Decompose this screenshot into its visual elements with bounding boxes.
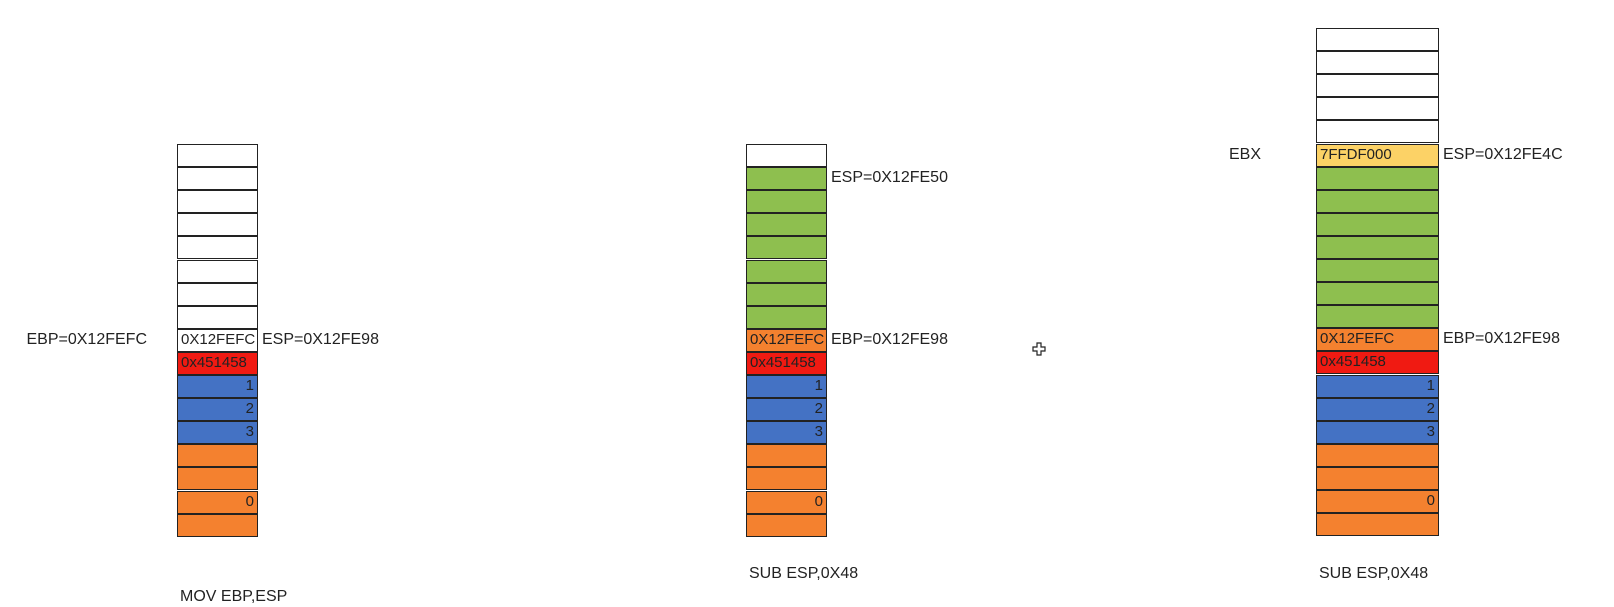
stack-cell	[746, 467, 827, 491]
register-label-left: EBX	[1228, 145, 1261, 163]
stack-caption: MOV EBP,ESP	[180, 588, 288, 605]
stack-diagram-mov-ebp-esp: 0X12FEFC 0x451458 1 2 3 0	[177, 144, 258, 539]
stack-cell	[746, 144, 827, 167]
stack-cell	[1316, 513, 1439, 537]
stack-cell	[177, 513, 258, 537]
stack-cell: 7FFDF000	[1316, 143, 1439, 167]
stack-cell	[746, 213, 827, 237]
stack-cell	[746, 444, 827, 468]
stack-cell	[1316, 259, 1439, 282]
stack-cell	[177, 213, 258, 237]
stack-cell	[177, 144, 258, 167]
stack-cell: 0	[746, 490, 827, 514]
stack-cell	[177, 167, 258, 191]
stack-cell: 2	[746, 398, 827, 422]
stack-cell	[177, 444, 258, 468]
move-cursor-icon	[1032, 342, 1046, 356]
stack-cell	[177, 305, 258, 329]
stack-cell	[1316, 120, 1439, 144]
stack-cell	[1316, 97, 1439, 121]
register-label-right: EBP=0X12FE98	[831, 330, 948, 348]
stack-cell	[177, 259, 258, 283]
stack-cell	[1316, 282, 1439, 306]
stack-cell	[1316, 51, 1439, 75]
stack-cell	[746, 282, 827, 306]
stack-cell: 3	[1316, 420, 1439, 444]
stack-cell: 0X12FEFC	[746, 328, 827, 352]
stack-cell: 0	[177, 490, 258, 514]
stack-cell	[1316, 28, 1439, 51]
stack-cell	[746, 167, 827, 191]
stack-caption: SUB ESP,0X48	[749, 565, 859, 582]
stack-cell	[177, 282, 258, 306]
stack-cell: 1	[746, 375, 827, 398]
stack-cell	[1316, 466, 1439, 490]
register-label-right: ESP=0X12FE98	[262, 330, 379, 348]
stack-cell: 2	[1316, 397, 1439, 421]
stack-cell	[1316, 212, 1439, 236]
stack-cell: 3	[177, 421, 258, 445]
stack-cell: 0X12FEFC	[1316, 328, 1439, 352]
stack-cell: 2	[177, 398, 258, 422]
stack-diagram-sub-esp-2: 7FFDF000 0X12FEFC 0x451458 1 2 3 0	[1316, 28, 1439, 538]
stack-cell	[746, 236, 827, 260]
stack-cell	[1316, 305, 1439, 329]
stack-cell: 1	[177, 375, 258, 398]
stack-diagram-sub-esp-1: 0X12FEFC 0x451458 1 2 3 0	[746, 144, 827, 539]
register-label-left: EBP=0X12FEFC	[26, 330, 148, 348]
stack-caption: SUB ESP,0X48	[1319, 565, 1429, 582]
stack-cell	[746, 513, 827, 537]
register-label-right: EBP=0X12FE98	[1443, 330, 1560, 348]
stack-cell	[177, 190, 258, 214]
stack-cell	[177, 236, 258, 260]
stack-cell	[1316, 189, 1439, 213]
stack-cell: 0X12FEFC	[177, 328, 258, 352]
stack-cell: 3	[746, 421, 827, 445]
register-label-right: ESP=0X12FE50	[831, 169, 948, 187]
stack-cell	[746, 305, 827, 329]
stack-cell: 0	[1316, 490, 1439, 513]
stack-cell	[1316, 166, 1439, 190]
stack-cell	[746, 259, 827, 283]
stack-cell: 0x451458	[177, 351, 258, 375]
register-label-right: ESP=0X12FE4C	[1443, 145, 1563, 163]
stack-cell: 1	[1316, 374, 1439, 398]
stack-cell	[1316, 74, 1439, 98]
stack-cell	[177, 467, 258, 491]
stack-cell	[746, 190, 827, 214]
stack-cell	[1316, 443, 1439, 467]
stack-cell: 0x451458	[746, 351, 827, 375]
stack-cell: 0x451458	[1316, 351, 1439, 375]
stack-cell	[1316, 235, 1439, 259]
